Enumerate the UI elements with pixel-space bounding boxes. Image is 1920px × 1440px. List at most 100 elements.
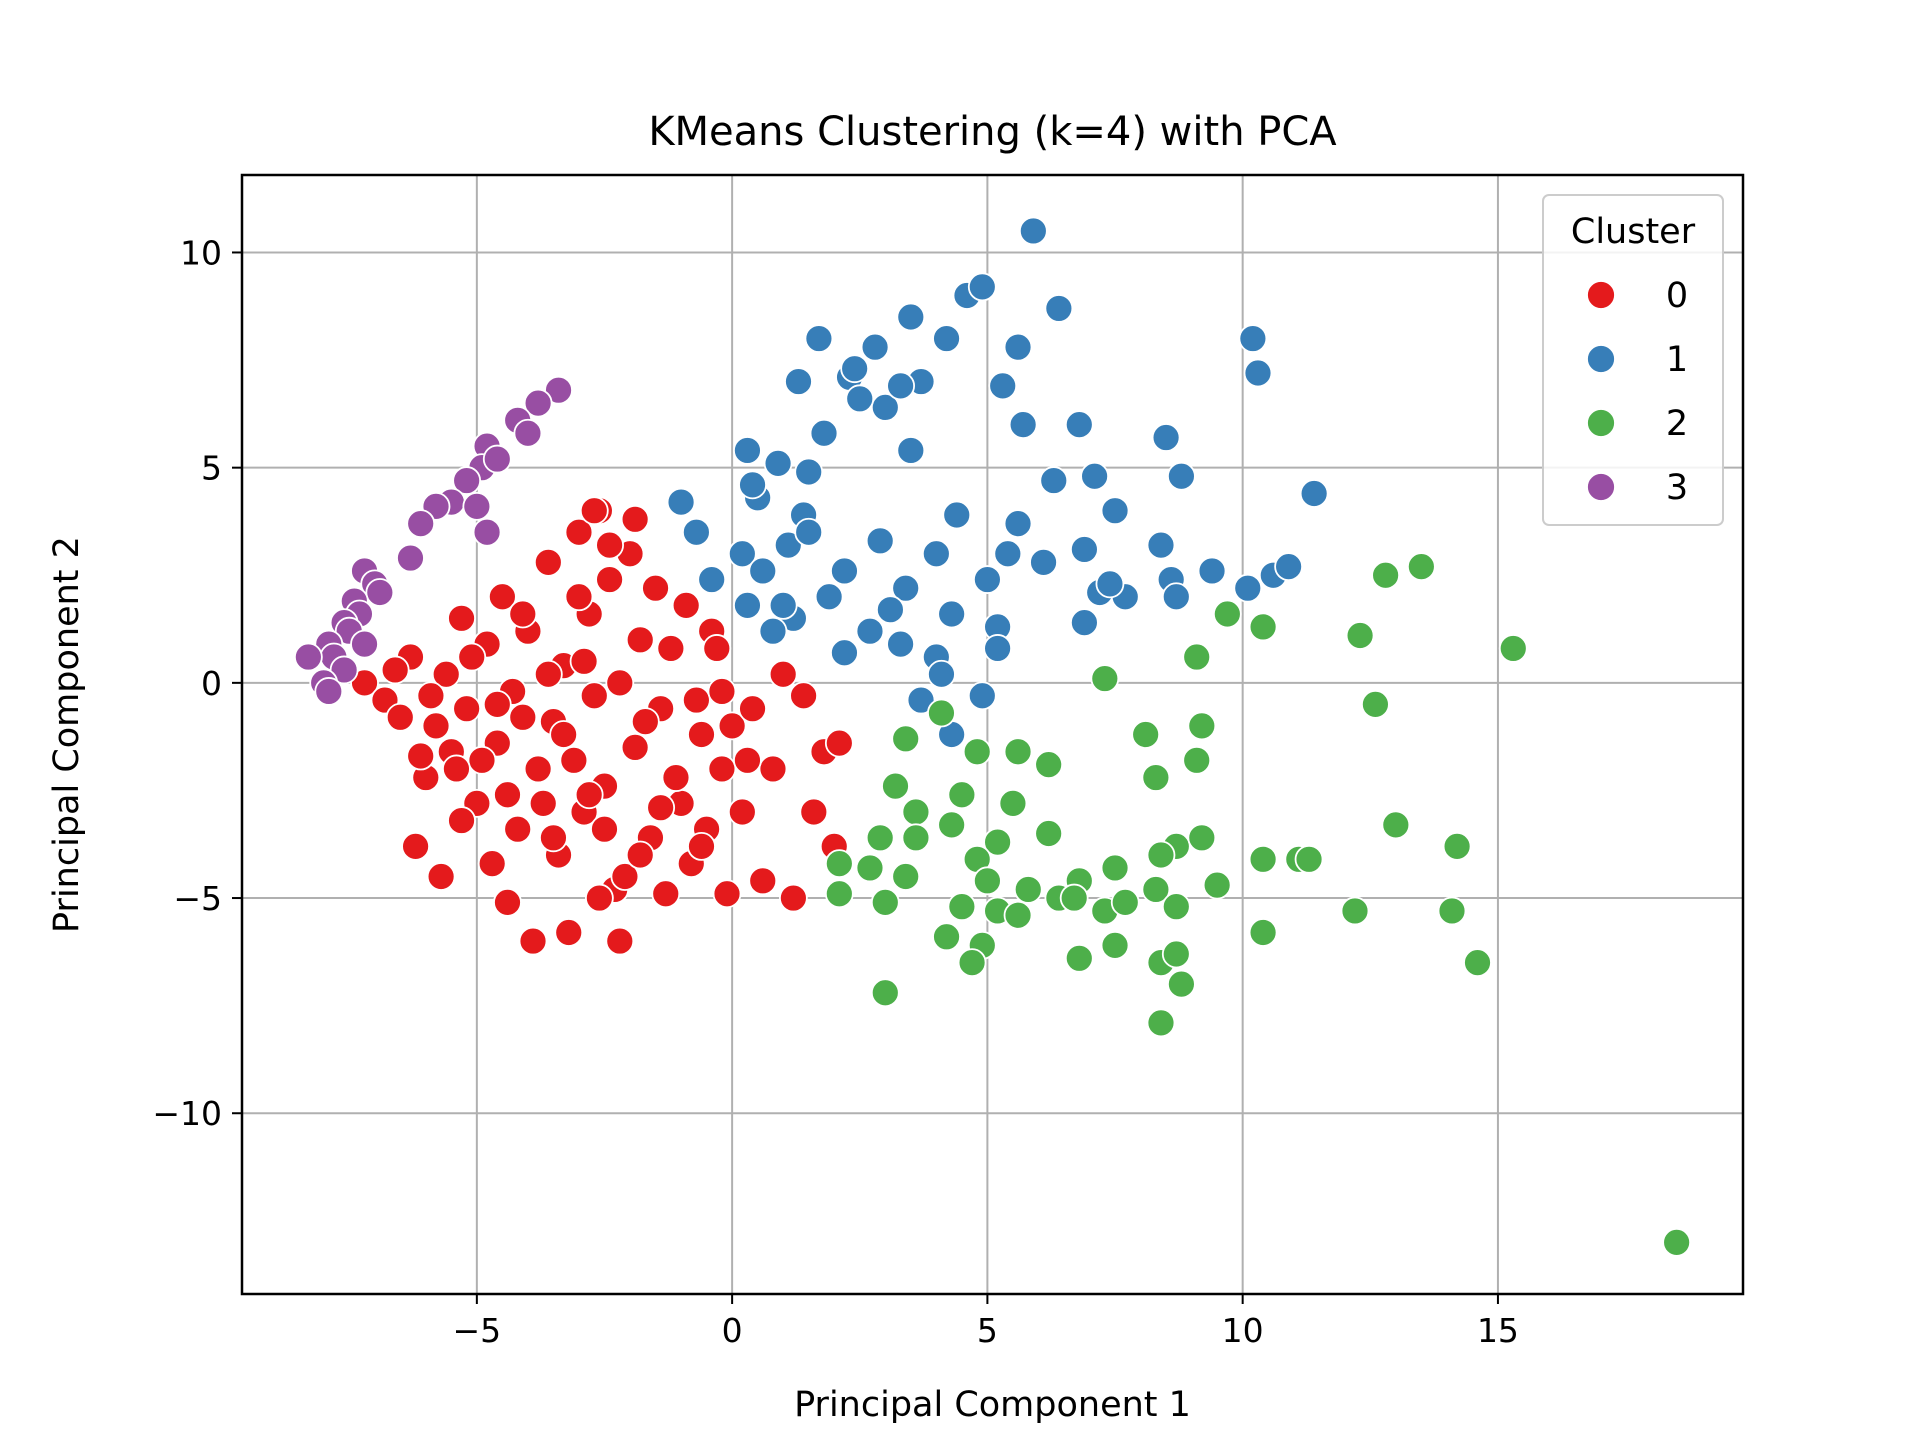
data-point-cluster-2	[1248, 612, 1278, 642]
data-point-cluster-0	[768, 659, 798, 689]
data-point-cluster-2	[891, 724, 921, 754]
data-point-cluster-2	[1034, 819, 1064, 848]
data-point-cluster-2	[1131, 720, 1161, 749]
data-point-cluster-1	[758, 616, 788, 646]
data-point-cluster-2	[937, 810, 967, 840]
data-point-cluster-0	[799, 797, 829, 827]
data-point-cluster-0	[610, 862, 640, 891]
data-point-cluster-0	[620, 504, 650, 534]
y-tick-label: 0	[201, 664, 222, 703]
data-point-cluster-1	[681, 517, 711, 547]
data-point-cluster-1	[932, 324, 961, 353]
data-point-cluster-2	[870, 978, 900, 1008]
data-point-cluster-0	[687, 832, 716, 861]
data-point-cluster-1	[1029, 547, 1058, 577]
data-point-cluster-0	[651, 879, 681, 909]
data-point-cluster-2	[983, 827, 1013, 857]
data-point-cluster-2	[1202, 870, 1232, 900]
data-point-cluster-0	[584, 883, 614, 913]
data-point-cluster-1	[809, 418, 839, 448]
data-point-cluster-0	[431, 659, 461, 689]
data-point-cluster-2	[865, 823, 895, 853]
data-point-cluster-0	[442, 754, 471, 784]
data-point-cluster-0	[569, 646, 599, 676]
data-point-cluster-1	[988, 371, 1018, 401]
data-point-cluster-0	[508, 599, 538, 629]
data-point-cluster-0	[625, 840, 655, 870]
data-point-cluster-1	[1069, 608, 1099, 637]
data-point-cluster-2	[1146, 840, 1176, 870]
data-point-cluster-1	[860, 332, 890, 362]
data-point-cluster-1	[840, 354, 870, 384]
data-point-cluster-2	[855, 853, 885, 883]
data-point-cluster-0	[477, 849, 507, 879]
data-point-cluster-0	[702, 634, 732, 663]
data-point-cluster-0	[518, 926, 548, 956]
data-point-cluster-2	[1437, 896, 1467, 926]
data-point-cluster-0	[712, 879, 742, 909]
data-point-cluster-1	[967, 681, 997, 711]
data-point-cluster-2	[962, 737, 992, 767]
y-tick-label: 5	[201, 449, 222, 488]
data-point-cluster-2	[1064, 943, 1094, 973]
data-point-cluster-2	[998, 788, 1028, 818]
data-point-cluster-1	[937, 599, 967, 629]
legend-label-cluster-1: 1	[1666, 340, 1688, 380]
data-point-cluster-1	[1146, 530, 1176, 560]
data-point-cluster-2	[1013, 875, 1043, 904]
data-point-cluster-0	[467, 745, 497, 775]
data-point-cluster-0	[503, 814, 533, 844]
data-point-cluster-2	[824, 879, 854, 909]
data-point-cluster-0	[595, 565, 624, 594]
data-point-cluster-0	[528, 788, 558, 818]
data-point-cluster-1	[814, 582, 844, 612]
data-point-cluster-1	[896, 436, 926, 465]
data-point-cluster-0	[778, 883, 808, 913]
data-point-cluster-0	[559, 745, 589, 775]
data-point-cluster-1	[1299, 479, 1329, 508]
data-point-cluster-1	[886, 371, 916, 401]
data-point-cluster-1	[784, 367, 813, 396]
data-point-cluster-0	[421, 711, 451, 741]
data-point-cluster-1	[896, 302, 926, 332]
data-point-cluster-0	[727, 797, 757, 827]
data-point-cluster-2	[947, 892, 977, 922]
data-point-cluster-1	[763, 448, 793, 478]
data-point-cluster-3	[314, 677, 344, 706]
data-point-cluster-0	[426, 862, 456, 891]
data-point-cluster-1	[983, 634, 1013, 663]
data-point-cluster-0	[620, 733, 650, 762]
data-point-cluster-0	[738, 694, 767, 724]
data-point-cluster-2	[1463, 948, 1492, 978]
data-point-cluster-1	[927, 659, 956, 689]
data-point-cluster-0	[824, 728, 854, 758]
data-point-cluster-1	[845, 384, 875, 414]
data-point-cluster-2	[927, 698, 956, 728]
data-point-cluster-2	[1146, 1008, 1176, 1038]
data-point-cluster-0	[533, 659, 563, 689]
data-point-cluster-0	[533, 547, 563, 577]
data-point-cluster-0	[564, 582, 594, 612]
data-point-cluster-2	[901, 823, 931, 853]
data-point-cluster-0	[482, 689, 512, 719]
plot-frame	[240, 173, 1745, 1296]
data-point-cluster-0	[625, 625, 655, 655]
data-point-cluster-1	[727, 539, 757, 569]
data-points	[293, 216, 1692, 1257]
data-point-cluster-3	[482, 444, 512, 474]
data-point-cluster-0	[457, 642, 487, 672]
data-point-cluster-2	[1371, 560, 1401, 590]
data-point-cluster-2	[1662, 1227, 1692, 1257]
data-point-cluster-3	[513, 418, 543, 448]
data-point-cluster-3	[329, 655, 359, 685]
x-tick-label: 10	[1222, 1311, 1264, 1350]
axis-ticks: −5 0 5 10 15 −10 −5 0 5 10	[152, 233, 1519, 1350]
data-point-cluster-2	[891, 862, 921, 891]
data-point-cluster-0	[671, 590, 701, 620]
data-point-cluster-0	[656, 634, 686, 663]
data-point-cluster-2	[1294, 844, 1324, 874]
data-point-cluster-1	[666, 487, 696, 517]
data-point-cluster-0	[350, 668, 379, 698]
data-point-cluster-1	[794, 517, 824, 547]
data-point-cluster-1	[875, 595, 905, 625]
